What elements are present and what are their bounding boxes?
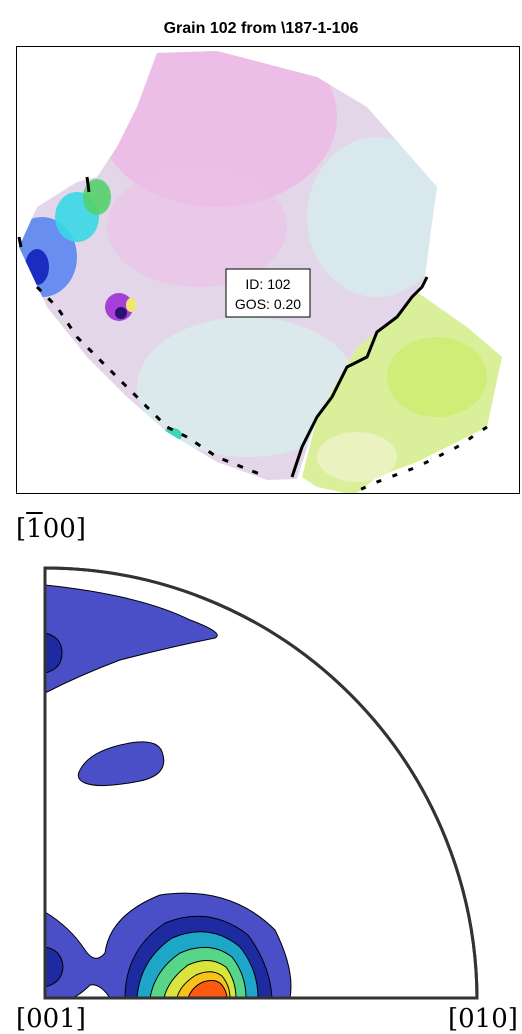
annotation-box [225,268,311,318]
orientation-map-svg: ID: 102 GOS: 0.20 [17,51,502,493]
green-region [83,179,111,215]
contour-level-1 [44,584,218,694]
sector-arc [44,566,479,999]
pink-region [107,167,287,287]
annotation-id: ID: 102 [245,276,290,292]
contour-level-2 [44,946,64,988]
pole-label-top-rest: 00] [42,514,86,544]
orientation-map: ID: 102 GOS: 0.20 [16,46,520,494]
pink-region [97,51,337,207]
cyan-tint-region [307,137,437,297]
pole-label-top: [100] [16,514,86,544]
yellow-spot [126,298,136,312]
annotation-gos: GOS: 0.20 [235,296,301,312]
grain-boundary [17,236,23,248]
purple-spot [115,307,127,319]
contour-level-7 [187,980,228,999]
pole-label-bottom-right: [010] [448,1004,518,1034]
contour-level-2 [44,632,63,674]
neighbor-grain-shade [317,432,397,482]
neighbor-grain-shade [387,337,487,417]
grain-boundary [415,276,429,294]
blue-region [25,249,49,285]
pole-label-bottom-left: [001] [16,1004,86,1034]
sector-edge [43,568,477,1000]
pole-label-top-open: [ [16,514,27,544]
map-title: Grain 102 from \187-1-106 [163,20,359,37]
contour-level-1 [77,741,165,787]
pole-label-top-bar-digit: 1 [26,514,43,544]
grain-boundary [85,176,91,193]
grain-boundary [290,290,419,478]
cyan-tint-region [137,317,357,457]
inverse-pole-figure [43,566,479,1000]
